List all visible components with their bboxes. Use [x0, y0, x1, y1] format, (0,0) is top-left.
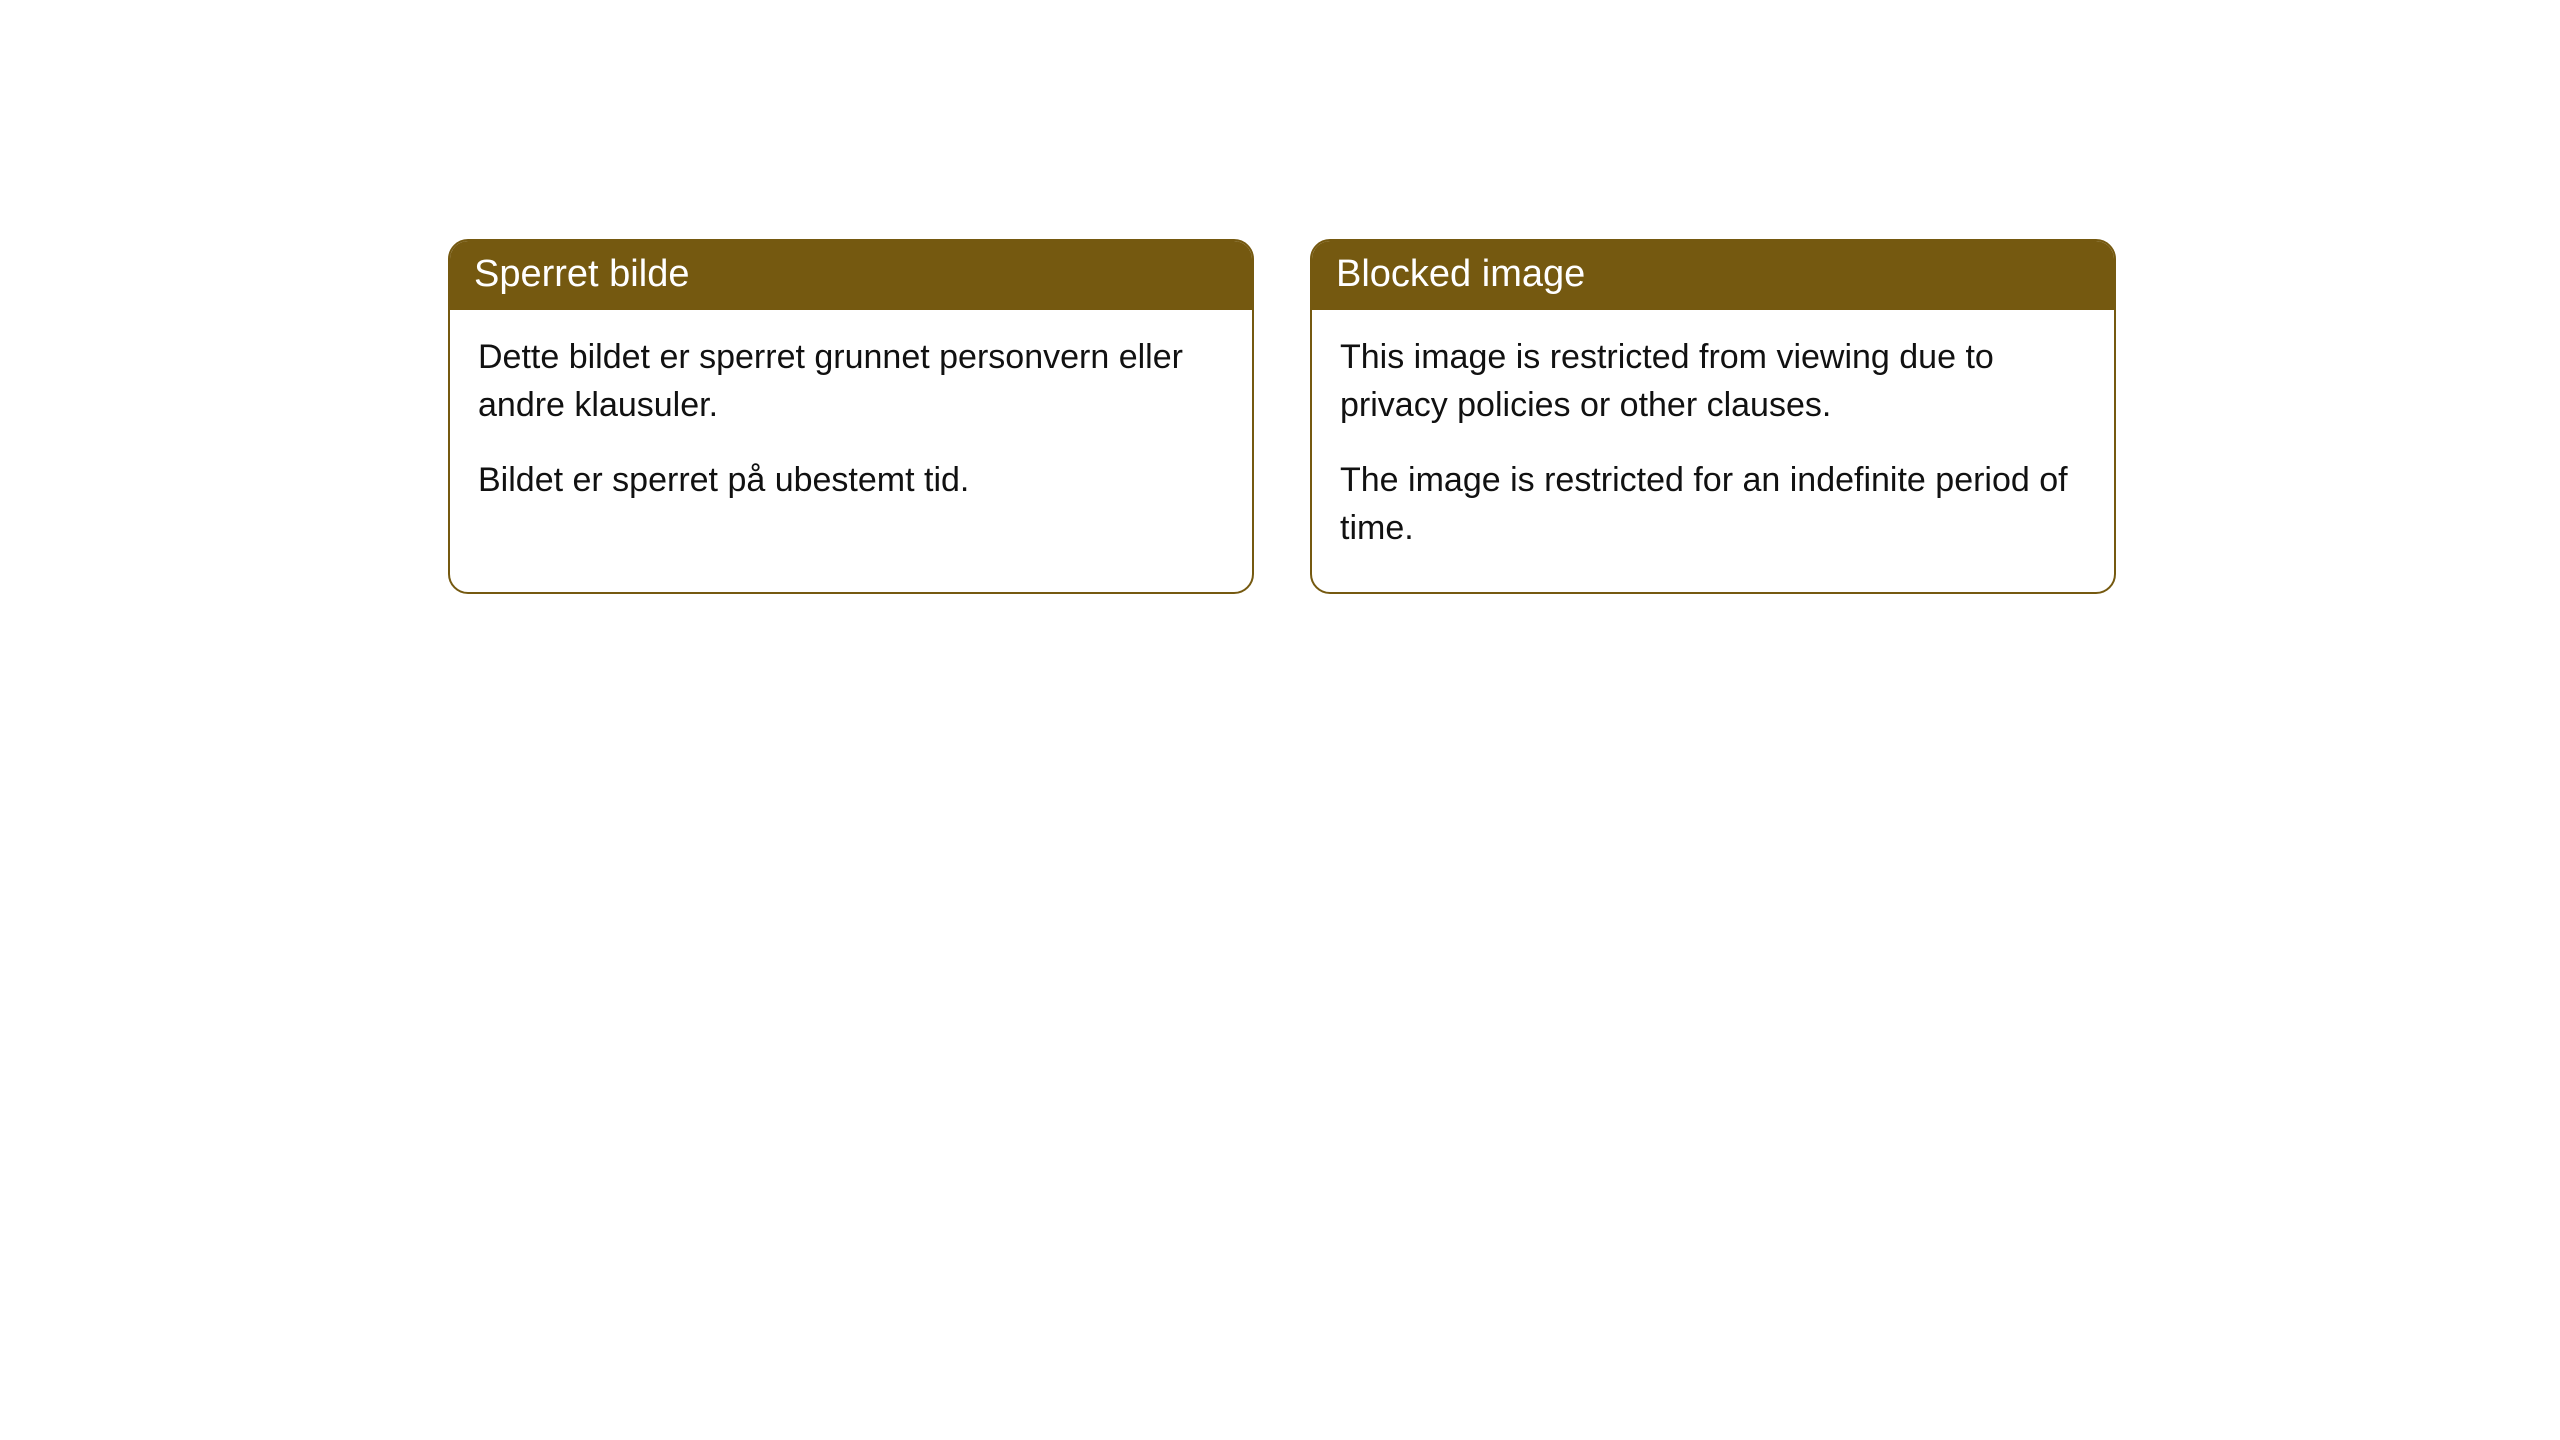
card-title-no: Sperret bilde: [474, 253, 689, 295]
card-body-no: Dette bildet er sperret grunnet personve…: [450, 310, 1252, 545]
card-title-en: Blocked image: [1336, 253, 1585, 295]
card-text-no: Dette bildet er sperret grunnet personve…: [478, 334, 1224, 505]
card-body-en: This image is restricted from viewing du…: [1312, 310, 2114, 592]
card-text-en: This image is restricted from viewing du…: [1340, 334, 2086, 552]
card-para2-no: Bildet er sperret på ubestemt tid.: [478, 457, 1224, 505]
card-para1-en: This image is restricted from viewing du…: [1340, 334, 2086, 429]
blocked-image-card-no: Sperret bilde Dette bildet er sperret gr…: [448, 239, 1254, 594]
blocked-image-card-en: Blocked image This image is restricted f…: [1310, 239, 2116, 594]
card-header-no: Sperret bilde: [450, 241, 1252, 310]
card-para1-no: Dette bildet er sperret grunnet personve…: [478, 334, 1224, 429]
card-para2-en: The image is restricted for an indefinit…: [1340, 457, 2086, 552]
card-header-en: Blocked image: [1312, 241, 2114, 310]
card-container: Sperret bilde Dette bildet er sperret gr…: [448, 239, 2116, 594]
